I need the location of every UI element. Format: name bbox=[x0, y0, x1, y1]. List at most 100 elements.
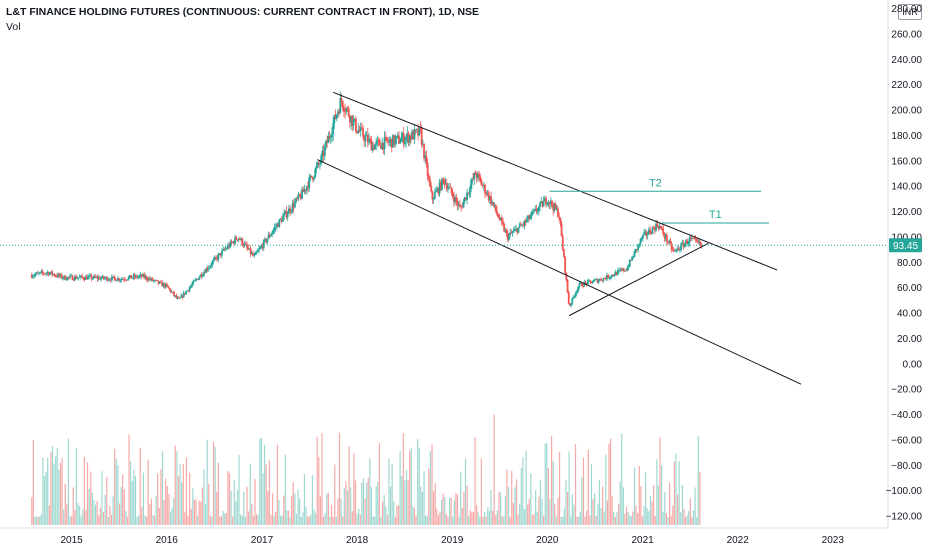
volume-bar bbox=[283, 495, 285, 525]
candle-body bbox=[291, 203, 294, 211]
candle-body bbox=[282, 216, 284, 222]
candle-body bbox=[609, 276, 612, 278]
candle-body bbox=[315, 166, 318, 170]
candle-body bbox=[561, 236, 564, 250]
candle-body bbox=[401, 133, 404, 139]
candle-body bbox=[560, 223, 563, 237]
candle-body bbox=[659, 226, 662, 229]
volume-bar bbox=[608, 443, 610, 525]
volume-bar bbox=[189, 472, 191, 525]
candle-body bbox=[646, 234, 649, 236]
candle-body bbox=[413, 129, 416, 140]
volume-bar bbox=[428, 468, 430, 525]
candle-body bbox=[144, 276, 147, 278]
candle-body bbox=[163, 283, 166, 288]
volume-bar bbox=[531, 515, 534, 525]
volume-bar bbox=[197, 515, 199, 525]
volume-bar bbox=[278, 499, 280, 525]
candle-body bbox=[412, 131, 415, 140]
currency-badge[interactable]: INR bbox=[898, 4, 922, 20]
candle-body bbox=[225, 248, 228, 250]
candle-body bbox=[151, 278, 154, 281]
candle-body bbox=[228, 245, 231, 248]
y-tick-label: −80.00 bbox=[891, 461, 922, 472]
candle-body bbox=[473, 172, 476, 180]
candle-body bbox=[488, 196, 491, 200]
volume-bar bbox=[91, 492, 93, 525]
volume-bar bbox=[147, 459, 149, 525]
candle-body bbox=[676, 248, 679, 250]
volume-bar bbox=[649, 495, 652, 525]
candle-body bbox=[332, 123, 335, 135]
candle-body bbox=[188, 287, 191, 291]
volume-bar bbox=[598, 480, 601, 525]
candle-body bbox=[271, 232, 274, 235]
volume-bar bbox=[260, 437, 262, 525]
candle-body bbox=[576, 290, 579, 293]
candle-body bbox=[543, 198, 546, 202]
volume-bar bbox=[488, 510, 491, 525]
candle-body bbox=[406, 132, 409, 138]
y-tick-label: 180.00 bbox=[891, 131, 922, 142]
volume-bar bbox=[354, 480, 357, 525]
volume-bar bbox=[638, 466, 640, 525]
volume-bar bbox=[98, 515, 100, 525]
volume-bar bbox=[364, 498, 366, 525]
volume-bar bbox=[675, 453, 677, 525]
volume-bar bbox=[669, 482, 671, 525]
candle-body bbox=[314, 169, 317, 177]
candle-body bbox=[280, 219, 283, 222]
volume-bar bbox=[689, 498, 691, 525]
candle-body bbox=[334, 114, 337, 119]
candle-body bbox=[216, 257, 219, 260]
volume-bar bbox=[171, 507, 173, 525]
candle-body bbox=[670, 243, 673, 250]
candle-body bbox=[288, 208, 290, 214]
volume-bar bbox=[477, 512, 479, 525]
candle-body bbox=[536, 211, 539, 212]
volume-bar bbox=[433, 491, 435, 525]
volume-bar bbox=[109, 505, 111, 525]
volume-bar bbox=[611, 495, 613, 525]
volume-bar bbox=[632, 511, 634, 525]
candle-body bbox=[331, 134, 333, 138]
volume-bar bbox=[32, 439, 34, 525]
candle-body bbox=[505, 230, 508, 233]
candle-body bbox=[545, 198, 547, 205]
candle-body bbox=[539, 202, 541, 207]
candle-body bbox=[549, 200, 552, 205]
candle-body bbox=[700, 244, 703, 246]
candle-body bbox=[113, 276, 116, 279]
candle-body bbox=[484, 184, 486, 194]
volume-bar bbox=[244, 516, 247, 525]
candle-body bbox=[298, 194, 301, 196]
volume-bar bbox=[474, 437, 476, 525]
volume-bar bbox=[377, 481, 379, 525]
volume-bar bbox=[464, 458, 467, 525]
candle-body bbox=[40, 271, 43, 273]
volume-bar bbox=[200, 501, 202, 525]
volume-bar bbox=[544, 443, 546, 525]
candle-body bbox=[571, 297, 574, 304]
volume-bar bbox=[276, 444, 278, 525]
volume-bar bbox=[582, 457, 585, 525]
volume-bar bbox=[396, 505, 398, 525]
candle-body bbox=[175, 295, 178, 299]
volume-bar bbox=[101, 471, 103, 525]
volume-bar bbox=[538, 496, 540, 525]
candle-body bbox=[392, 135, 394, 148]
candle-body bbox=[93, 275, 95, 279]
volume-bar bbox=[393, 501, 395, 525]
y-tick-label: 80.00 bbox=[897, 258, 922, 269]
candle-body bbox=[482, 184, 485, 186]
volume-bar bbox=[579, 511, 581, 525]
candle-body bbox=[548, 202, 551, 205]
candle-body bbox=[691, 238, 693, 239]
candle-body bbox=[344, 111, 347, 113]
volume-bar bbox=[74, 509, 76, 525]
volume-bar bbox=[367, 477, 369, 525]
candlesticks bbox=[30, 91, 703, 308]
volume-bar bbox=[99, 507, 101, 525]
candle-body bbox=[649, 229, 651, 234]
